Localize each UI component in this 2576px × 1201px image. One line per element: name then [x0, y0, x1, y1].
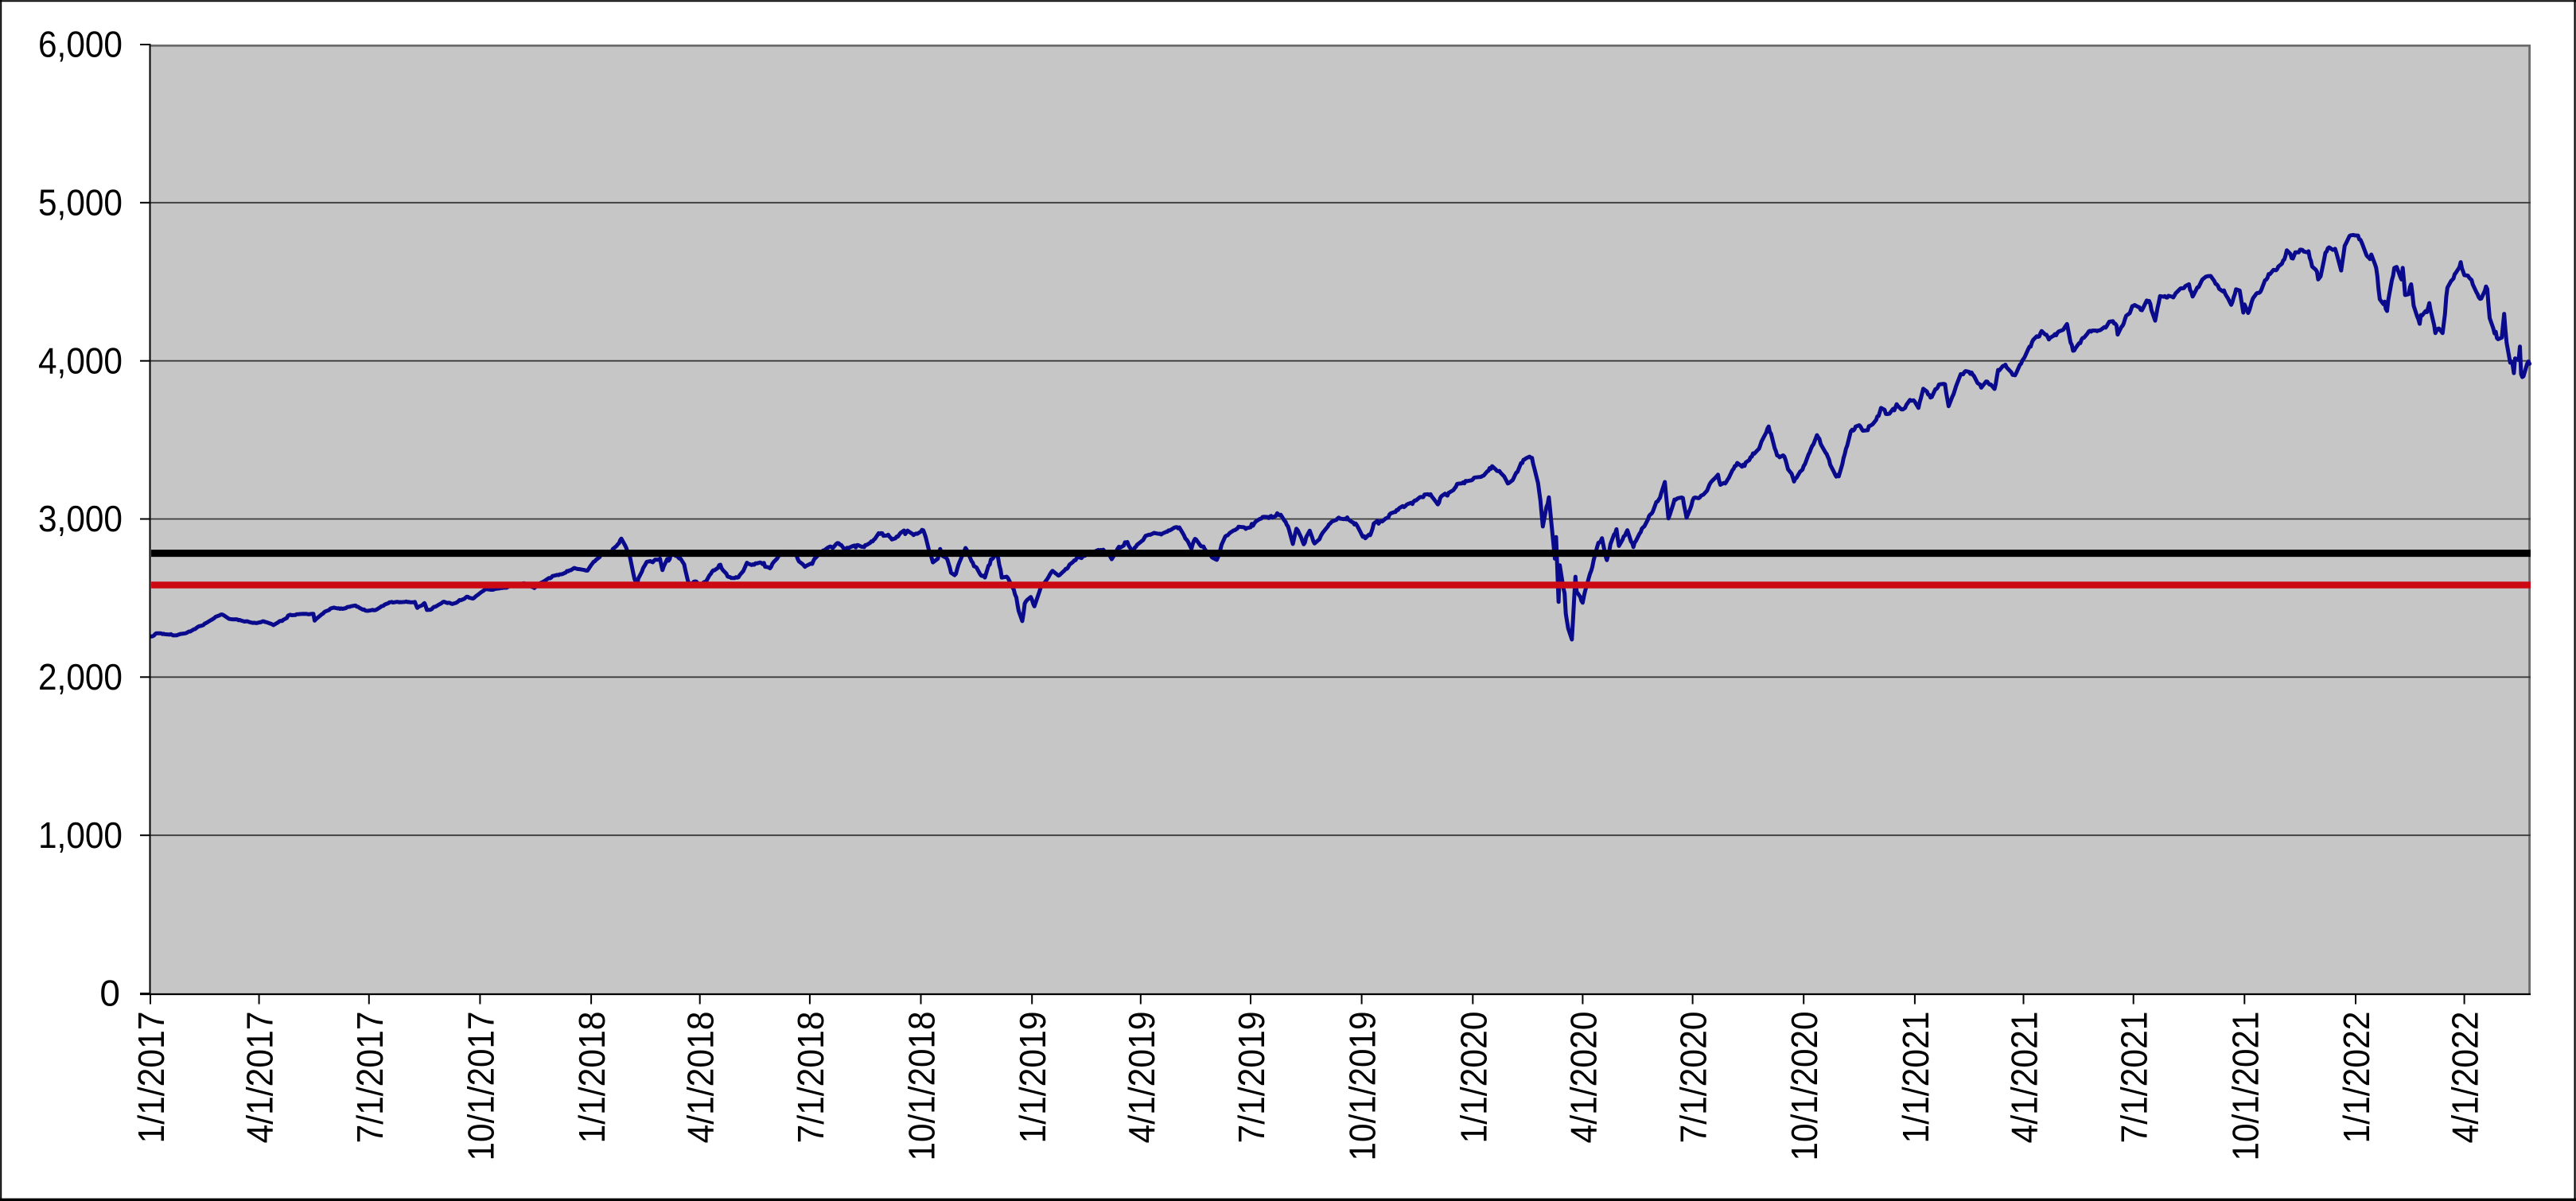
- svg-text:7/1/2019: 7/1/2019: [1231, 1012, 1272, 1144]
- svg-text:10/1/2021: 10/1/2021: [2224, 1012, 2266, 1161]
- svg-text:0: 0: [99, 973, 120, 1014]
- svg-text:4/1/2017: 4/1/2017: [239, 1012, 281, 1144]
- svg-text:5,000: 5,000: [38, 181, 123, 223]
- svg-text:6,000: 6,000: [38, 24, 123, 65]
- svg-text:1,000: 1,000: [38, 814, 123, 856]
- svg-text:1/1/2021: 1/1/2021: [1895, 1012, 1936, 1144]
- svg-text:4/1/2019: 4/1/2019: [1121, 1012, 1162, 1144]
- svg-text:4/1/2021: 4/1/2021: [2004, 1012, 2045, 1144]
- svg-text:3,000: 3,000: [38, 498, 123, 539]
- svg-text:4/1/2022: 4/1/2022: [2445, 1012, 2486, 1144]
- svg-text:7/1/2021: 7/1/2021: [2114, 1012, 2155, 1144]
- svg-text:4/1/2018: 4/1/2018: [680, 1012, 722, 1144]
- svg-text:4/1/2020: 4/1/2020: [1562, 1012, 1604, 1144]
- svg-text:7/1/2020: 7/1/2020: [1673, 1012, 1714, 1144]
- svg-text:4,000: 4,000: [38, 340, 123, 381]
- svg-text:7/1/2017: 7/1/2017: [349, 1012, 391, 1144]
- svg-text:10/1/2019: 10/1/2019: [1342, 1012, 1383, 1161]
- svg-text:1/1/2019: 1/1/2019: [1012, 1012, 1053, 1144]
- svg-text:10/1/2018: 10/1/2018: [901, 1012, 943, 1161]
- svg-text:1/1/2017: 1/1/2017: [130, 1012, 172, 1144]
- svg-text:1/1/2020: 1/1/2020: [1453, 1012, 1494, 1144]
- svg-text:10/1/2017: 10/1/2017: [460, 1012, 501, 1161]
- svg-text:1/1/2022: 1/1/2022: [2336, 1012, 2377, 1144]
- svg-text:10/1/2020: 10/1/2020: [1784, 1012, 1825, 1161]
- svg-text:1/1/2018: 1/1/2018: [571, 1012, 613, 1144]
- svg-text:2,000: 2,000: [38, 656, 123, 698]
- svg-text:7/1/2018: 7/1/2018: [790, 1012, 831, 1144]
